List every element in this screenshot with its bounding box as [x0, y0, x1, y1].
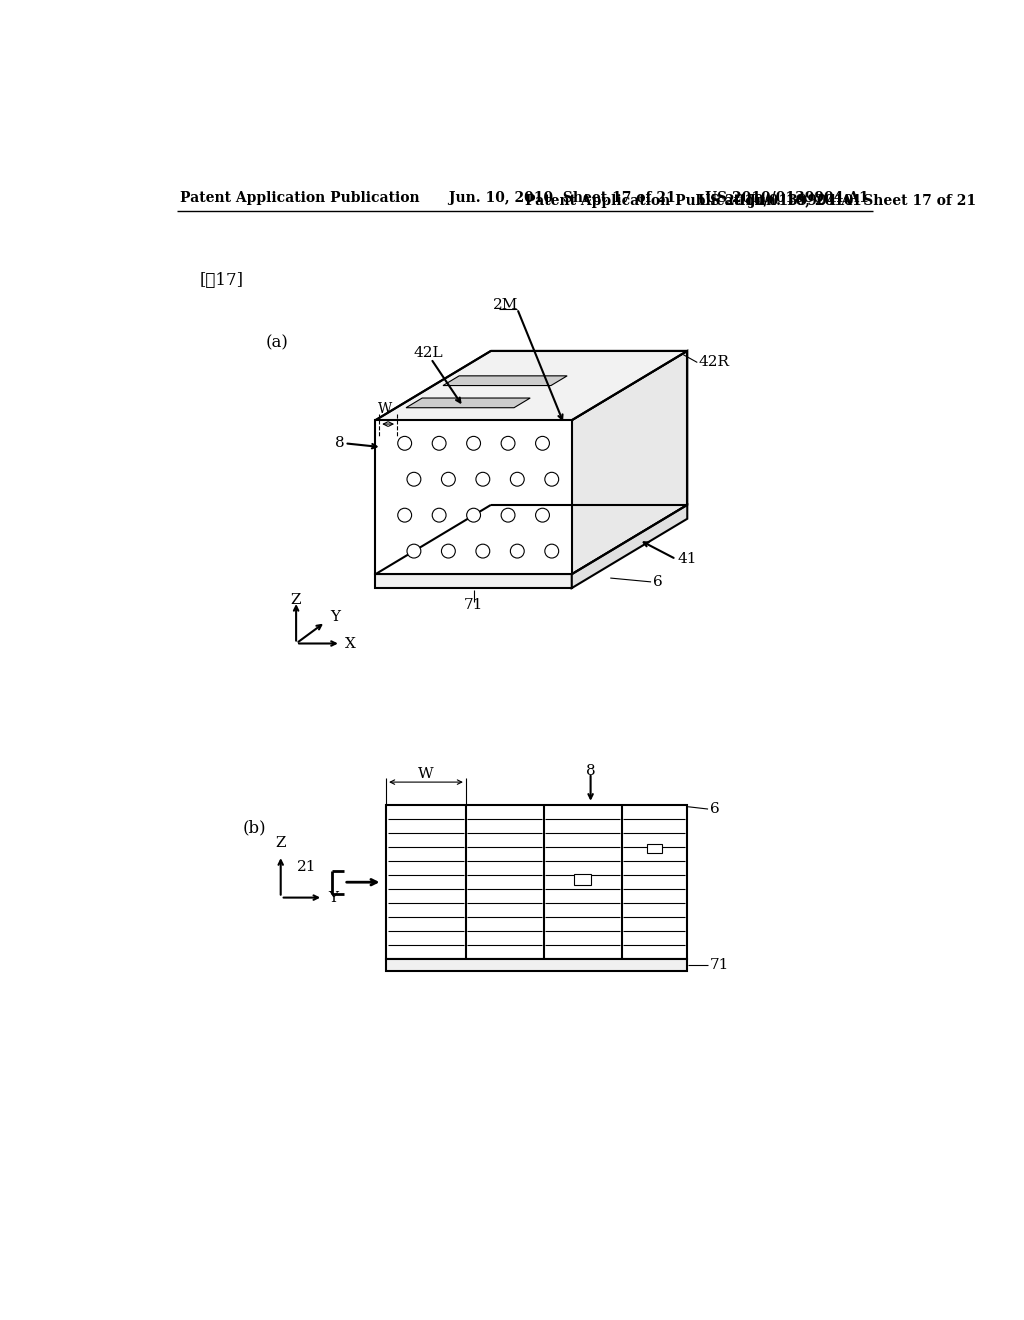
Circle shape: [432, 508, 446, 523]
Polygon shape: [407, 399, 530, 408]
Polygon shape: [386, 805, 686, 960]
Text: Patent Application Publication: Patent Application Publication: [524, 194, 765, 207]
Circle shape: [545, 544, 559, 558]
Polygon shape: [386, 960, 686, 970]
Circle shape: [510, 544, 524, 558]
Text: 6: 6: [652, 576, 663, 589]
Text: 2M: 2M: [493, 298, 518, 312]
Polygon shape: [646, 843, 662, 853]
Circle shape: [467, 508, 480, 523]
Circle shape: [545, 473, 559, 486]
Polygon shape: [574, 874, 592, 884]
Text: Y: Y: [330, 610, 340, 624]
Text: X: X: [345, 636, 356, 651]
Text: 8: 8: [335, 437, 345, 450]
Text: Z: Z: [291, 594, 301, 607]
Text: Y: Y: [329, 891, 339, 904]
Polygon shape: [376, 420, 571, 574]
Polygon shape: [571, 506, 687, 589]
Text: 8: 8: [586, 763, 595, 777]
Circle shape: [536, 508, 550, 523]
Text: W: W: [378, 401, 392, 416]
Text: 41: 41: [678, 552, 697, 566]
Circle shape: [510, 473, 524, 486]
Polygon shape: [443, 376, 567, 385]
Circle shape: [432, 437, 446, 450]
Text: Jun. 10, 2010  Sheet 17 of 21: Jun. 10, 2010 Sheet 17 of 21: [524, 194, 976, 207]
Circle shape: [501, 508, 515, 523]
Text: 6: 6: [710, 803, 719, 816]
Circle shape: [407, 544, 421, 558]
Circle shape: [476, 544, 489, 558]
Text: [囲17]: [囲17]: [200, 272, 244, 289]
Text: W: W: [418, 767, 434, 781]
Text: 21: 21: [297, 859, 316, 874]
Circle shape: [407, 473, 421, 486]
Circle shape: [467, 437, 480, 450]
Circle shape: [397, 437, 412, 450]
Circle shape: [397, 508, 412, 523]
Text: Patent Application Publication      Jun. 10, 2010  Sheet 17 of 21      US 2010/0: Patent Application Publication Jun. 10, …: [180, 191, 869, 206]
Circle shape: [441, 544, 456, 558]
Polygon shape: [376, 351, 687, 420]
Text: Z: Z: [275, 836, 286, 850]
Text: (a): (a): [265, 335, 288, 351]
Circle shape: [476, 473, 489, 486]
Text: US 2010/0139904 A1: US 2010/0139904 A1: [698, 194, 862, 207]
Text: 42L: 42L: [414, 346, 443, 360]
Polygon shape: [571, 351, 687, 574]
Polygon shape: [376, 574, 571, 589]
Circle shape: [501, 437, 515, 450]
Text: 42R: 42R: [698, 355, 730, 370]
Circle shape: [536, 437, 550, 450]
Polygon shape: [376, 506, 687, 574]
Circle shape: [441, 473, 456, 486]
Text: 71: 71: [464, 598, 483, 612]
Text: (b): (b): [243, 820, 266, 837]
Text: 71: 71: [710, 958, 729, 972]
